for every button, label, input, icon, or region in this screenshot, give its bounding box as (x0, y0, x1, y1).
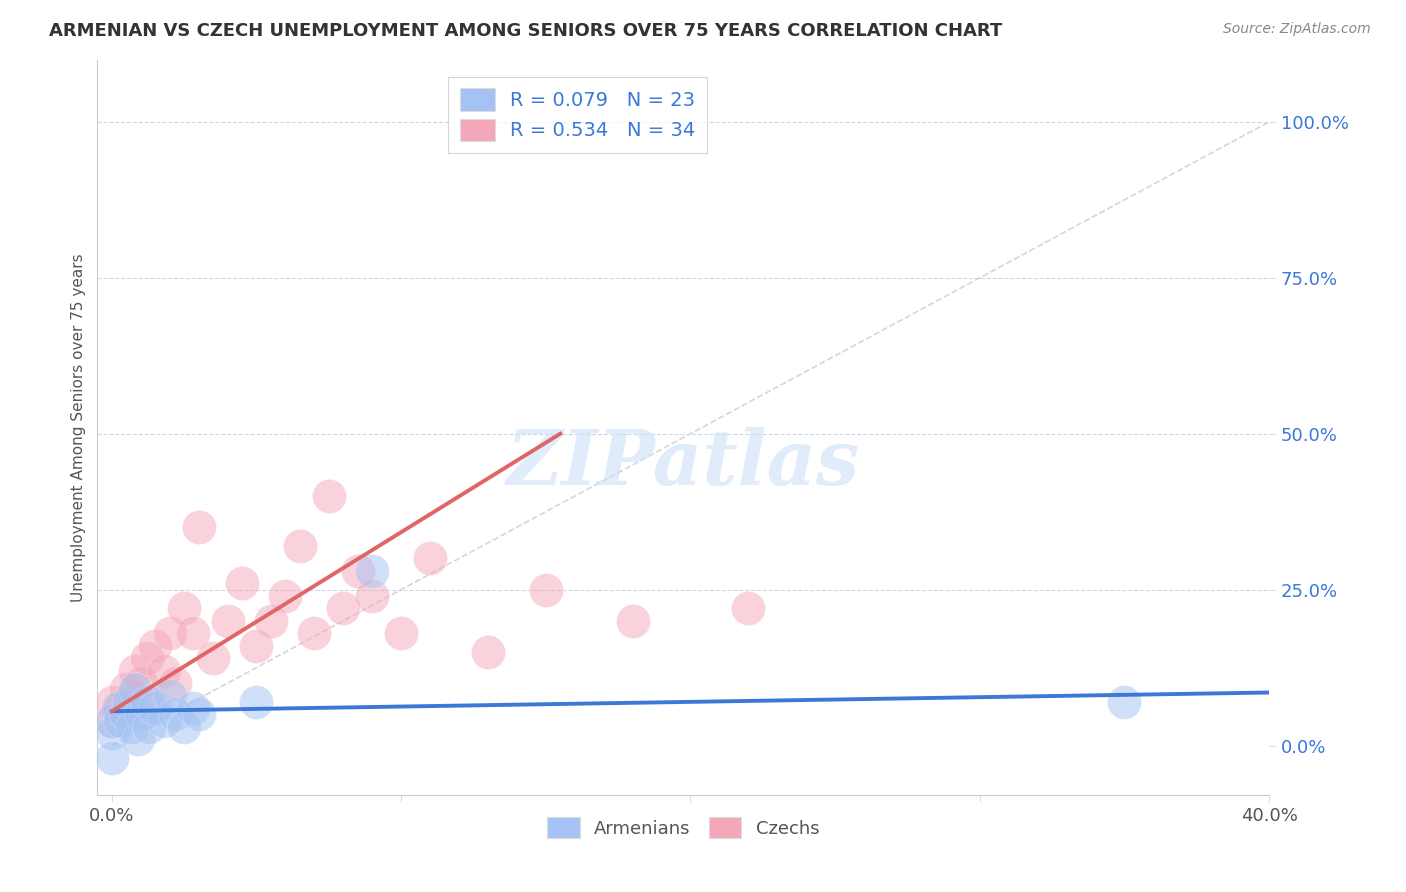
Point (124, 664, 146, 678)
Point (346, 564, 368, 578)
Point (173, 601, 195, 615)
Point (389, 626, 412, 640)
Point (361, 564, 384, 578)
Point (304, 626, 326, 640)
Point (110, 701, 132, 715)
Point (419, 551, 441, 566)
Point (153, 664, 176, 678)
Text: ARMENIAN VS CZECH UNEMPLOYMENT AMONG SENIORS OVER 75 YEARS CORRELATION CHART: ARMENIAN VS CZECH UNEMPLOYMENT AMONG SEN… (49, 22, 1002, 40)
Point (245, 695, 267, 709)
Point (159, 626, 181, 640)
Point (135, 651, 157, 665)
Point (173, 720, 195, 734)
Point (245, 639, 267, 653)
Point (118, 695, 141, 709)
Point (332, 601, 354, 615)
Point (737, 601, 759, 615)
Point (115, 682, 138, 697)
Point (101, 695, 124, 709)
Point (165, 676, 187, 690)
Point (110, 714, 132, 728)
Point (127, 732, 149, 747)
Point (101, 726, 124, 740)
Legend: Armenians, Czechs: Armenians, Czechs (540, 810, 827, 846)
Point (165, 707, 187, 722)
Point (288, 539, 311, 553)
Point (202, 651, 225, 665)
Point (143, 639, 166, 653)
Point (1114, 695, 1136, 709)
Point (107, 701, 129, 715)
Point (534, 582, 557, 597)
Text: Source: ZipAtlas.com: Source: ZipAtlas.com (1223, 22, 1371, 37)
Point (274, 589, 297, 603)
Point (124, 682, 146, 697)
Point (138, 695, 160, 709)
Point (361, 589, 384, 603)
Point (121, 720, 143, 734)
Point (121, 689, 143, 703)
Point (101, 714, 124, 728)
Point (135, 695, 157, 709)
Point (231, 576, 253, 591)
Point (101, 751, 124, 765)
Point (115, 707, 138, 722)
Point (129, 676, 152, 690)
Point (187, 520, 209, 534)
Point (138, 720, 160, 734)
Point (143, 701, 166, 715)
Text: ZIPatlas: ZIPatlas (506, 427, 859, 501)
Point (477, 645, 499, 659)
Point (181, 701, 204, 715)
Y-axis label: Unemployment Among Seniors over 75 years: Unemployment Among Seniors over 75 years (72, 253, 86, 602)
Point (159, 689, 181, 703)
Point (153, 714, 176, 728)
Point (318, 489, 340, 503)
Point (187, 707, 209, 722)
Point (621, 614, 644, 628)
Point (181, 626, 204, 640)
Point (260, 614, 283, 628)
Point (217, 614, 239, 628)
Point (101, 714, 124, 728)
Point (129, 707, 152, 722)
